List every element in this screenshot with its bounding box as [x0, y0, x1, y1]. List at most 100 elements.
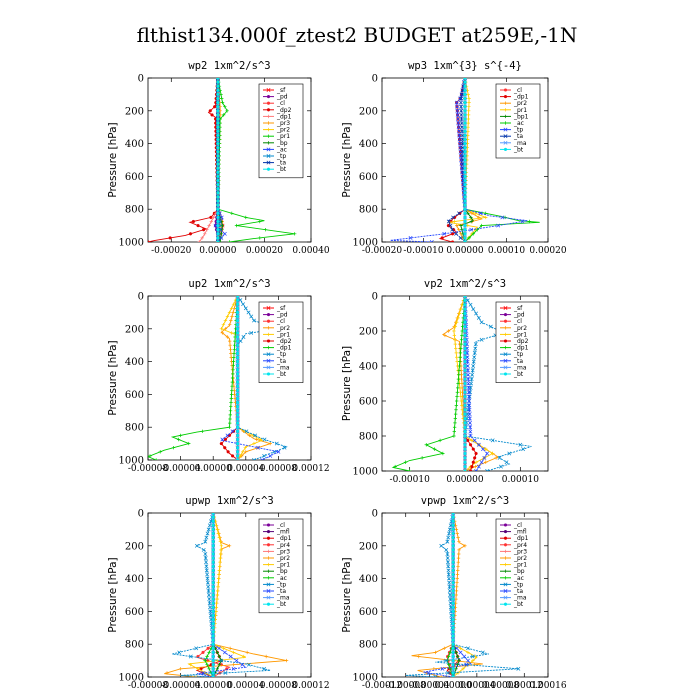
- panel-up2-series-bt-point: [236, 388, 240, 392]
- panel-wp2-series-bt-point: [216, 142, 220, 146]
- panel-vp2-series-pr1-point: [453, 342, 458, 346]
- panel-up2-series-tp-point: [238, 339, 243, 344]
- panel-vp2-series-dp1-point: [455, 390, 460, 394]
- panel-vpwp-series-bt-point: [451, 667, 455, 671]
- panel-wp3-series-bt-point: [463, 211, 467, 215]
- panel-upwp-series-bt-point: [211, 523, 215, 527]
- panel-upwp-series-tp-point: [246, 662, 251, 667]
- panel-vpwp-legend-label: _pr2: [513, 555, 527, 562]
- panel-wp3-series-bt-point: [463, 117, 467, 121]
- panel-wp3-series-tp-point: [456, 129, 461, 134]
- panel-up2-legend-point: [266, 358, 271, 363]
- panel-upwp-series-pr2-point: [227, 544, 232, 548]
- panel-up2-series-ma-point: [235, 296, 240, 298]
- panel-up2-series-dp1-point: [231, 364, 236, 368]
- panel-vp2-series-pr1-point: [453, 324, 458, 329]
- panel-wp2-series-bt-point: [216, 113, 220, 117]
- panel-up2-series-bt-point: [236, 433, 240, 437]
- panel-upwp-series-tp-point: [219, 658, 224, 663]
- panel-wp2-series-bt-point: [216, 121, 220, 125]
- panel-wp2-legend-label: _ta: [276, 160, 286, 167]
- panel-wp3-ytick-label: 400: [359, 139, 378, 150]
- panel-vpwp-series-bt-point: [451, 642, 455, 646]
- panel-wp2-series-pr1-point: [258, 219, 262, 224]
- panel-vpwp-series-pr2-point: [455, 576, 459, 581]
- panel-upwp-series-bt-point: [211, 642, 215, 646]
- panel-vpwp-series-bt-point: [451, 593, 455, 597]
- panel-wp3-series-ac-point: [527, 219, 532, 224]
- panel-vp2-legend-point: [503, 345, 508, 350]
- panel-wp2-series-ac-point: [219, 235, 224, 240]
- panel-vpwp-series-bt-point: [451, 654, 455, 659]
- panel-vpwp-series-pr2-point: [442, 646, 446, 650]
- panel-upwp-series-pr1-point: [214, 601, 219, 605]
- panel-vp2-series-bt-point: [463, 316, 467, 320]
- panel-vpwp: vpwp 1xm^2/s^3 Pressure [hPa] 0 200 400 600 80…: [341, 495, 567, 691]
- panel-wp3-series-bt-point: [463, 162, 467, 166]
- panel-upwp-series-pr1-point: [242, 654, 246, 659]
- panel-up2-series-bt-point: [236, 429, 240, 433]
- panel-wp2-ytick-label: 400: [125, 139, 144, 150]
- panel-vpwp-title: vpwp 1xm^2/s^3: [421, 495, 510, 507]
- panel-vp2-series-bt-point: [463, 303, 467, 307]
- panel-wp3-series-pr1-point: [484, 215, 488, 220]
- panel-vp2-series-tp-point: [518, 442, 523, 447]
- panel-wp3-series-tp-point: [457, 133, 462, 138]
- panel-wp3-title: wp3 1xm^{3} s^{-4}: [408, 60, 522, 72]
- panel-vpwp-series-tp-point: [447, 527, 452, 532]
- panel-upwp-legend-point: [266, 549, 271, 554]
- panel-up2-series-dp1-point: [178, 433, 183, 438]
- panel-vp2-series-dp1-point: [459, 338, 464, 342]
- panel-upwp-legend: _cl_mfl_dp1_pr4_pr3_pr2_pr1_bp_ac_tp_ta_…: [258, 518, 304, 614]
- panel-wp2-ytick-label: 1000: [119, 238, 144, 249]
- panel-wp2-series-pr1-point: [244, 215, 248, 220]
- panel-upwp-series-pr1-point: [216, 531, 220, 536]
- panel-vpwp-xtick-label: -0.00004: [409, 681, 450, 691]
- panel-vp2-series-dp2-point: [468, 443, 473, 447]
- panel-vpwp-legend-label: _cl: [513, 522, 522, 529]
- panel-up2-series-ta-point: [260, 458, 265, 460]
- panel-vp2-series-ta-point: [465, 368, 470, 373]
- panel-vp2-series-pr1-point: [453, 338, 457, 342]
- panel-vp2-series-ta-point: [485, 451, 490, 456]
- panel-vp2-series-dp1-point: [457, 373, 461, 377]
- panel-upwp-title: upwp 1xm^2/s^3: [185, 495, 274, 507]
- panel-upwp-series-pr2-point: [264, 654, 268, 659]
- panel-vp2-series-ta-point: [467, 412, 472, 417]
- panel-vpwp-series-pr2-point: [455, 531, 459, 536]
- panel-up2-series-pr1-point: [223, 318, 228, 323]
- panel-wp2-legend-point: [266, 147, 271, 152]
- panel-up2-series-dp2-point: [226, 450, 230, 454]
- panel-wp2-series-bt-point: [216, 199, 220, 203]
- panel-wp3-series-dp1-point: [446, 224, 450, 228]
- panel-wp3-series-bp1-point: [469, 219, 473, 224]
- panel-wp2-series-dp1-point: [205, 228, 209, 232]
- panel-wp3-series-pr1-point: [466, 121, 470, 125]
- panel-vp2-series-dp1-point: [424, 443, 428, 447]
- panel-wp3-series-pr1-point: [467, 96, 471, 101]
- panel-vp2-legend-label: _ta: [513, 358, 523, 365]
- panel-wp2-ytick-label: 200: [125, 106, 144, 117]
- panel-wp2-legend-box: [258, 83, 304, 179]
- panel-up2-series-pr1-point: [227, 310, 232, 315]
- panel-up2-series-dp1-point: [229, 405, 233, 409]
- panel-vp2-series-bt-point: [463, 311, 467, 316]
- panel-up2-series-pr1-point: [231, 302, 236, 306]
- panel-upwp-series-pr1-point: [217, 572, 221, 577]
- panel-vpwp-series-bt-point: [451, 609, 455, 613]
- panel-vp2-series-dp2-point: [468, 469, 473, 471]
- panel-up2-series-tp-point: [252, 318, 256, 323]
- panel-wp3-series-bt-point: [463, 183, 467, 187]
- panel-wp2-series-pr1-point: [230, 211, 234, 215]
- panel-vpwp-series-pr2-point: [454, 527, 459, 532]
- panel-wp2-legend-point: [266, 88, 271, 92]
- panel-vpwp-xtick-label: 0.00012: [506, 681, 543, 691]
- panel-upwp-series-bt-point: [211, 560, 215, 564]
- panel-vpwp-series-ta-point: [426, 670, 431, 675]
- panel-wp2-series-bt-point: [216, 158, 220, 162]
- panel-vp2-series-dp1-point: [453, 421, 457, 425]
- panel-vpwp-xtick-label: -0.00008: [386, 681, 427, 691]
- panel-wp3-series-group: [390, 78, 540, 242]
- panel-up2-series-bt-point: [236, 392, 240, 396]
- panel-vpwp-series-bt-point: [451, 622, 455, 626]
